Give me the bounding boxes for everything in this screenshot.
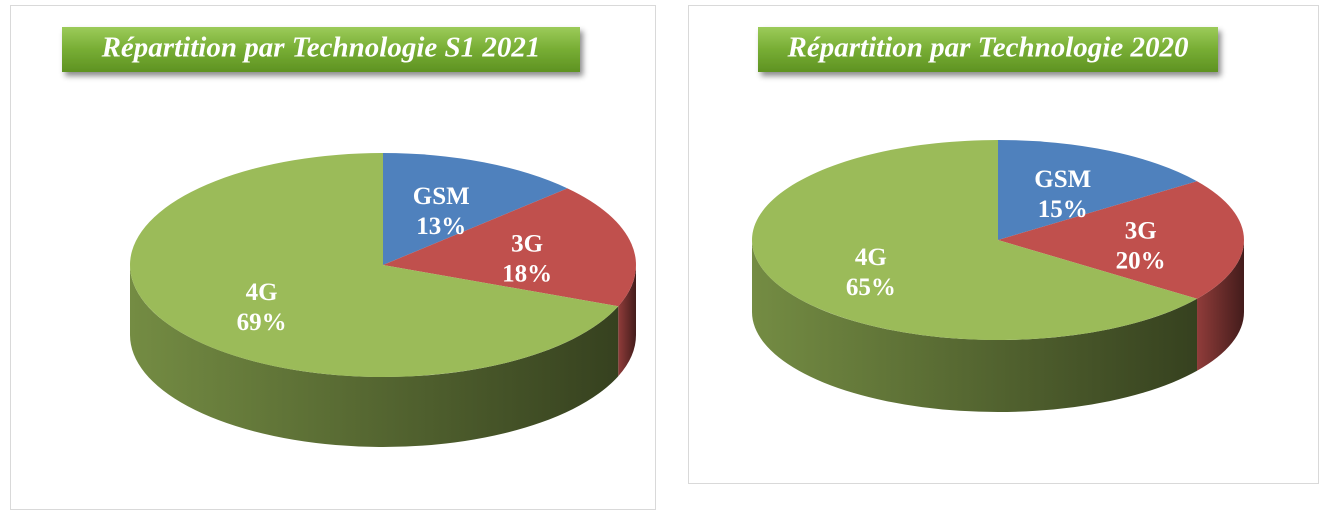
slice-value-label: 65%	[846, 274, 896, 301]
slice-value-label: 13%	[416, 213, 466, 240]
pie-side	[752, 240, 1198, 412]
slice-value-label: 20%	[1116, 248, 1166, 275]
title-banner	[62, 27, 580, 72]
pie-slice	[383, 153, 568, 265]
pie-side	[1197, 240, 1244, 371]
slice-category-label: 4G	[246, 279, 278, 306]
slice-category-label: GSM	[413, 183, 470, 210]
slice-value-label: 18%	[502, 261, 552, 288]
pie-slice	[752, 140, 1198, 340]
pie-slice	[998, 140, 1198, 240]
slice-value-label: 69%	[237, 309, 287, 336]
chart-title: Répartition par Technologie S1 2021	[101, 32, 541, 64]
slice-category-label: 3G	[511, 231, 543, 258]
slice-category-label: 4G	[855, 244, 887, 271]
pie-slice	[383, 188, 636, 307]
title-banner	[758, 27, 1218, 72]
pie-slice	[998, 181, 1244, 299]
slice-category-label: GSM	[1034, 166, 1091, 193]
slice-category-label: 3G	[1125, 218, 1157, 245]
charts: GSM 13% 3G 18% 4G 69% GSM 15% 3G 20% 4G 65%	[130, 140, 1244, 448]
slice-value-label: 15%	[1038, 196, 1088, 223]
pie-side	[618, 265, 636, 377]
pie-slice	[130, 153, 619, 377]
pie-side	[130, 265, 619, 448]
chart-title: Répartition par Technologie 2020	[787, 32, 1189, 64]
